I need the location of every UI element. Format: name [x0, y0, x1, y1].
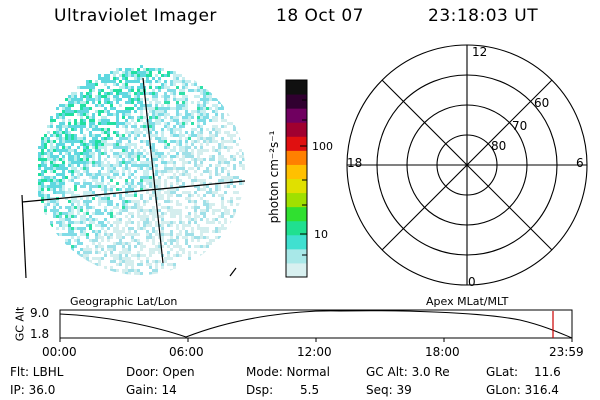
colorbar-segment: [286, 192, 307, 208]
colorbar-segment: [286, 248, 307, 264]
colorbar-segment: [286, 80, 307, 95]
colorbar: [285, 79, 308, 278]
footer-gc-alt: GC Alt: 3.0 Re: [366, 365, 450, 379]
timeline-right-label: Apex MLat/MLT: [426, 295, 509, 308]
polar-label-70: 70: [512, 119, 528, 133]
polar-label-80: 80: [491, 139, 507, 153]
colorbar-segment: [286, 164, 307, 179]
colorbar-segment: [286, 136, 307, 151]
colorbar-tick-100: 100: [312, 140, 333, 153]
polar-label-18: 18: [347, 156, 363, 170]
colorbar-tick-10: 10: [314, 228, 328, 241]
colorbar-segment: [286, 150, 307, 165]
footer-mode: Mode: Normal: [246, 365, 330, 379]
colorbar-segment: [286, 178, 307, 194]
time: 23:18:03 UT: [428, 6, 539, 26]
footer-glon: GLon: 316.4: [486, 383, 559, 397]
footer-dsp-value: 5.5: [300, 383, 320, 397]
timeline-x-tick-0600: 06:00: [169, 345, 204, 359]
timeline-y-tick-9: 9.0: [30, 306, 50, 320]
polar-label-12: 12: [472, 45, 488, 59]
imager-disk: [21, 65, 246, 279]
footer-door: Door: Open: [126, 365, 195, 379]
footer-ip: IP: 36.0: [10, 383, 56, 397]
colorbar-segment: [286, 220, 307, 236]
colorbar-segment: [286, 122, 307, 137]
colorbar-segment: [286, 108, 307, 123]
polar-label-6: 6: [576, 156, 584, 170]
timeline-x-tick-0000: 00:00: [42, 345, 77, 359]
polar-grid: [346, 44, 588, 286]
polar-label-60: 60: [534, 96, 550, 110]
timeline-left-label: Geographic Lat/Lon: [70, 295, 178, 308]
timeline-x-tick-2359: 23:59: [549, 345, 584, 359]
colorbar-segment: [286, 94, 307, 109]
footer-filter: Flt: LBHL: [10, 365, 64, 379]
footer-seq: Seq: 39: [366, 383, 412, 397]
polar-label-0: 0: [468, 275, 476, 289]
colorbar-unit-label: photon cm⁻²s⁻¹: [267, 130, 281, 224]
colorbar-segment: [286, 206, 307, 222]
date: 18 Oct 07: [276, 6, 364, 26]
timeline-plot: [59, 309, 573, 342]
footer-glat-label: GLat:: [486, 365, 519, 379]
colorbar-segment: [286, 234, 307, 250]
timeline-y-axis-label: GC Alt: [13, 306, 27, 342]
timeline-x-tick-1800: 18:00: [425, 345, 460, 359]
colorbar-segment: [286, 262, 307, 278]
timeline-x-tick-1200: 12:00: [297, 345, 332, 359]
title: Ultraviolet Imager: [54, 6, 217, 26]
footer-glat-value: 11.6: [534, 365, 561, 379]
geographic-grid: [21, 77, 246, 279]
footer-dsp-label: Dsp:: [246, 383, 274, 397]
timeline-y-tick-1-8: 1.8: [30, 327, 50, 341]
footer-gain: Gain: 14: [126, 383, 177, 397]
